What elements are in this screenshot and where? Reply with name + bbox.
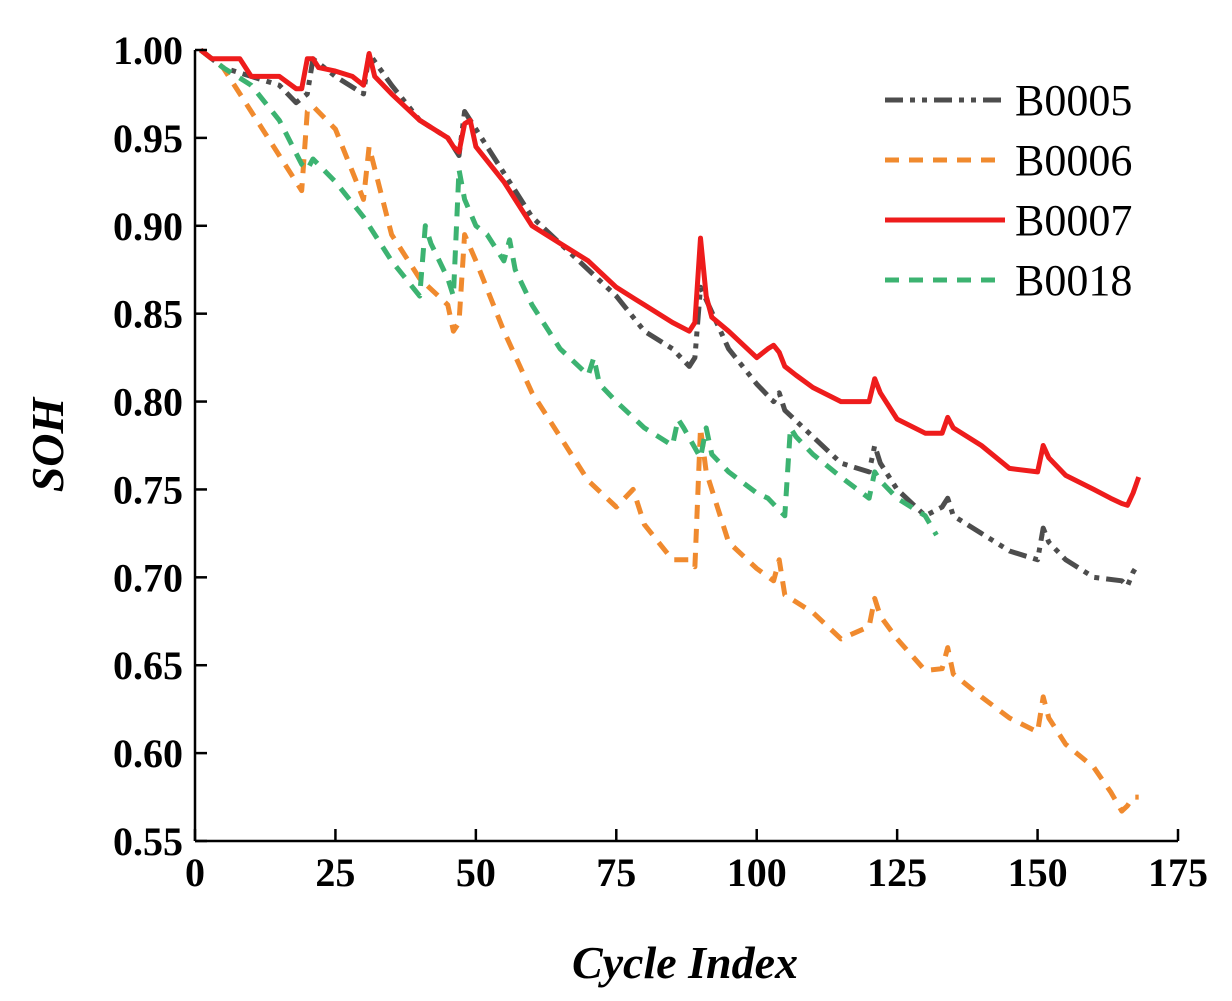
series-line-b0005 — [199, 48, 1141, 589]
y-tick-label: 0.95 — [113, 116, 183, 161]
ticks-layer: 0 25 50 75 100 125 150 175 0.55 0.60 0.65 0.70 0.75 0… — [113, 28, 1208, 895]
x-tick-label: 100 — [727, 850, 787, 895]
y-axis-title: SOH — [22, 396, 73, 492]
legend-label-b0005: B0005 — [1015, 76, 1132, 125]
series-layer — [199, 48, 1142, 814]
legend-label-b0018: B0018 — [1015, 256, 1132, 305]
x-tick-label: 125 — [867, 850, 927, 895]
y-tick-label: 0.55 — [113, 819, 183, 864]
series-line-b0006 — [199, 48, 1139, 814]
x-tick-label: 175 — [1148, 850, 1208, 895]
y-tick-label: 0.65 — [113, 643, 183, 688]
y-tick-label: 0.60 — [113, 731, 183, 776]
y-tick-label: 0.80 — [113, 380, 183, 425]
legend: B0005 B0006 B0007 B0018 — [885, 76, 1132, 305]
y-tick-label: 0.90 — [113, 204, 183, 249]
series-line-b0018 — [199, 48, 939, 537]
legend-label-b0007: B0007 — [1015, 196, 1132, 245]
y-tick-label: 1.00 — [113, 28, 183, 73]
x-tick-label: 50 — [456, 850, 496, 895]
x-tick-label: 150 — [1008, 850, 1068, 895]
series-line-b0007 — [199, 48, 1142, 508]
x-tick-label: 25 — [315, 850, 355, 895]
y-tick-label: 0.85 — [113, 292, 183, 337]
y-tick-label: 0.70 — [113, 555, 183, 600]
y-tick-label: 0.75 — [113, 467, 183, 512]
x-axis-title: Cycle Index — [572, 937, 798, 988]
x-tick-label: 75 — [596, 850, 636, 895]
x-tick-label: 0 — [185, 850, 205, 895]
axes-layer — [193, 50, 1178, 843]
legend-label-b0006: B0006 — [1015, 136, 1132, 185]
